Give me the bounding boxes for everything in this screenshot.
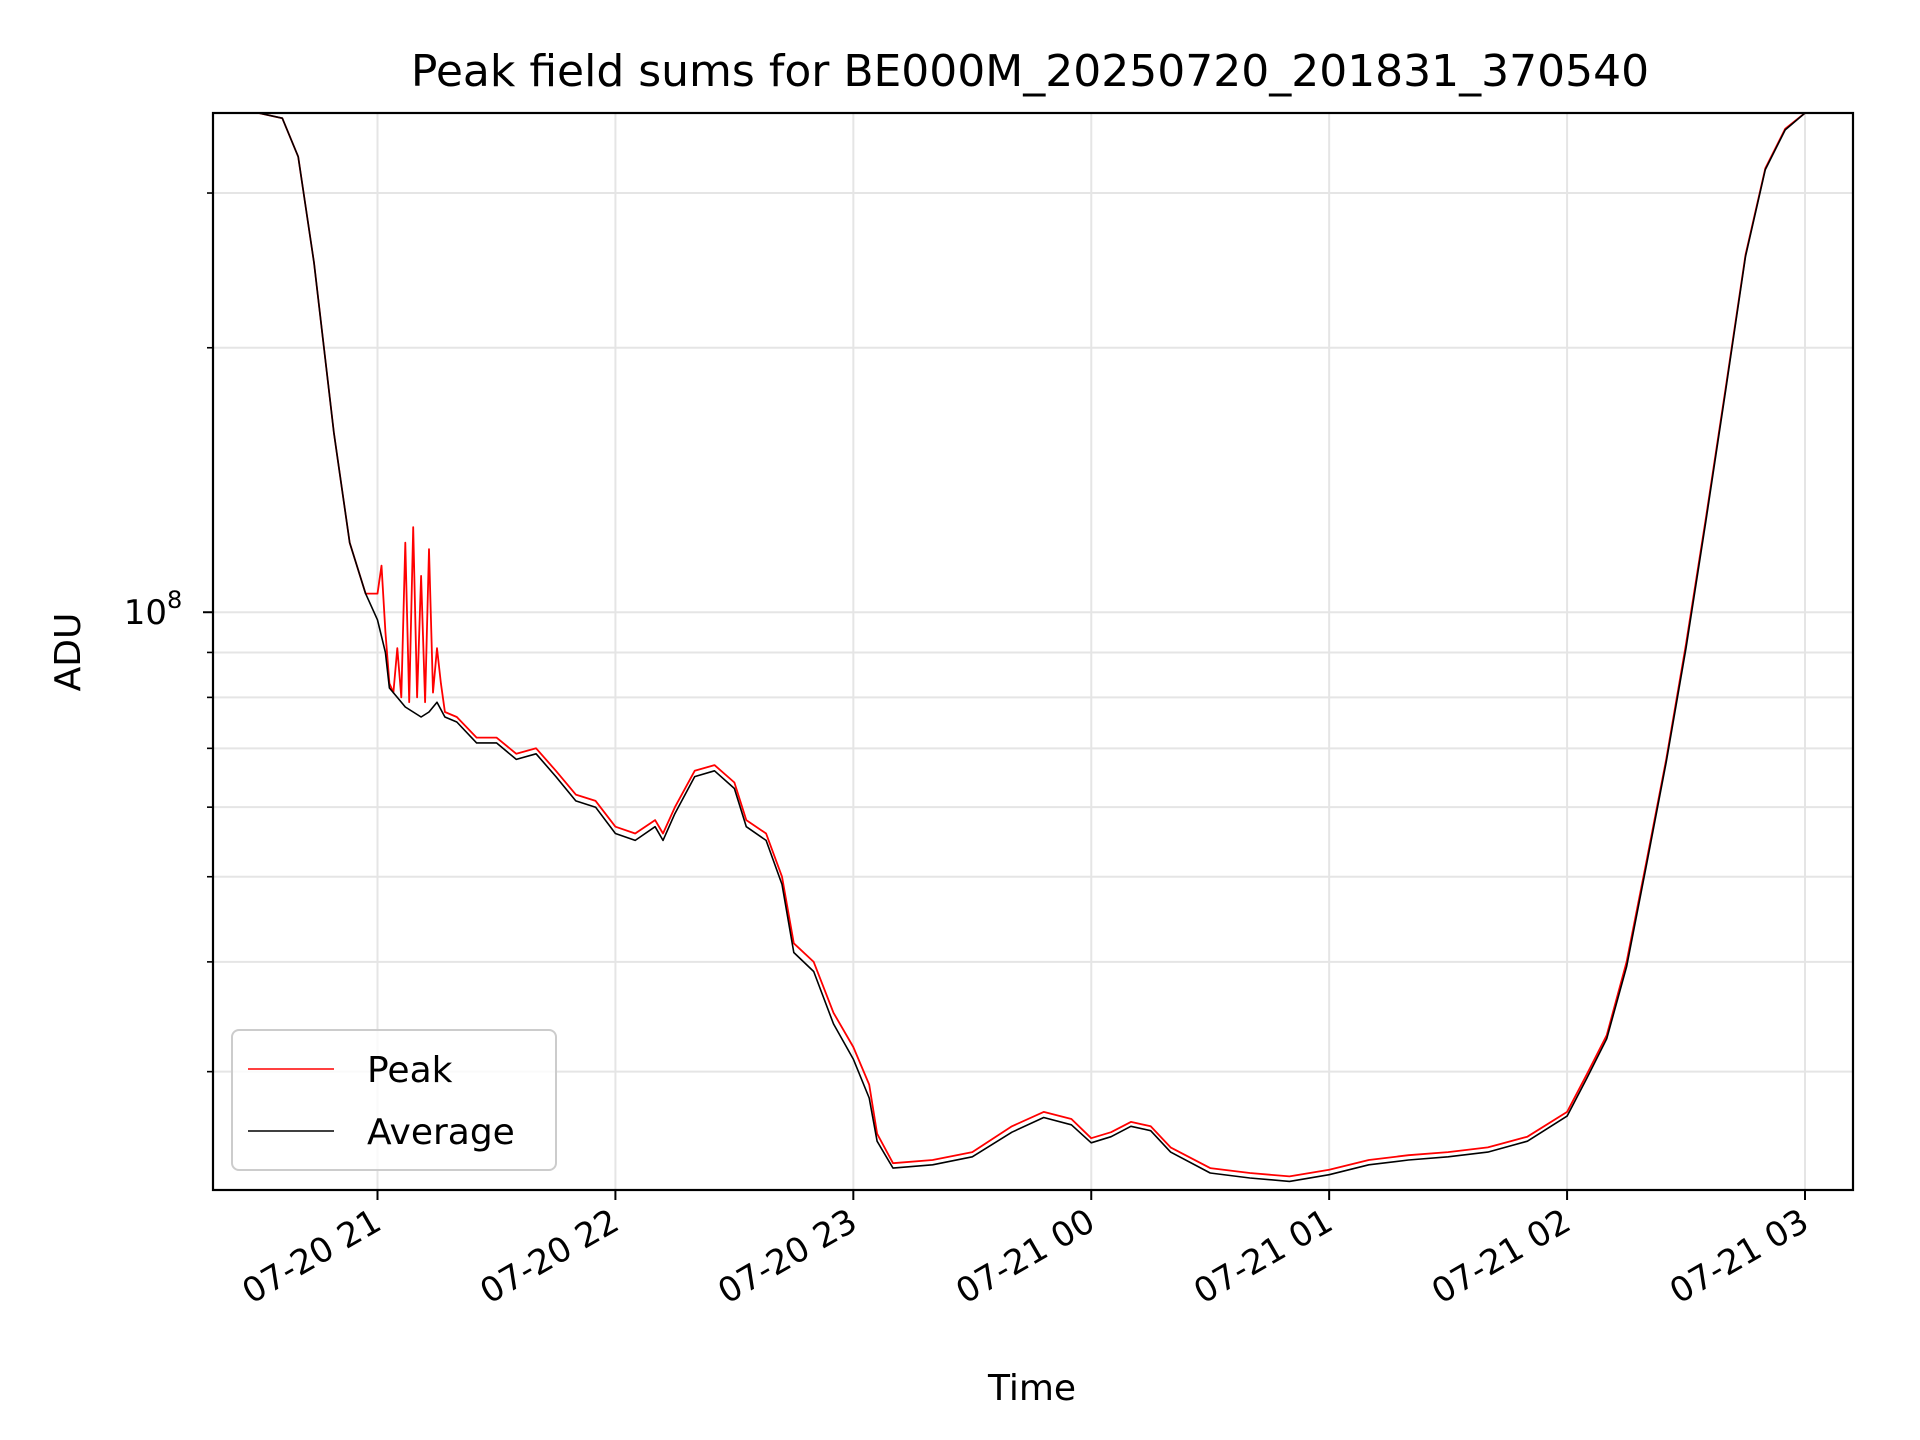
legend-box	[231, 1029, 557, 1171]
plot-frame	[211, 111, 1855, 1192]
y-axis-ticks: 108	[124, 192, 213, 1073]
y-tick-label: 108	[124, 586, 183, 633]
grid-lines	[213, 113, 1853, 1190]
plot-series	[213, 113, 1806, 1183]
chart-title: Peak field sums for BE000M_20250720_2018…	[411, 46, 1649, 97]
x-axis-label: Time	[987, 1368, 1076, 1409]
legend: Peak Average	[231, 1029, 557, 1171]
series-line-average	[213, 113, 1806, 1183]
series-line-peak	[213, 113, 1806, 1178]
legend-label-average: Average	[367, 1112, 515, 1153]
y-axis-label: ADU	[48, 613, 89, 692]
legend-label-peak: Peak	[367, 1050, 453, 1091]
